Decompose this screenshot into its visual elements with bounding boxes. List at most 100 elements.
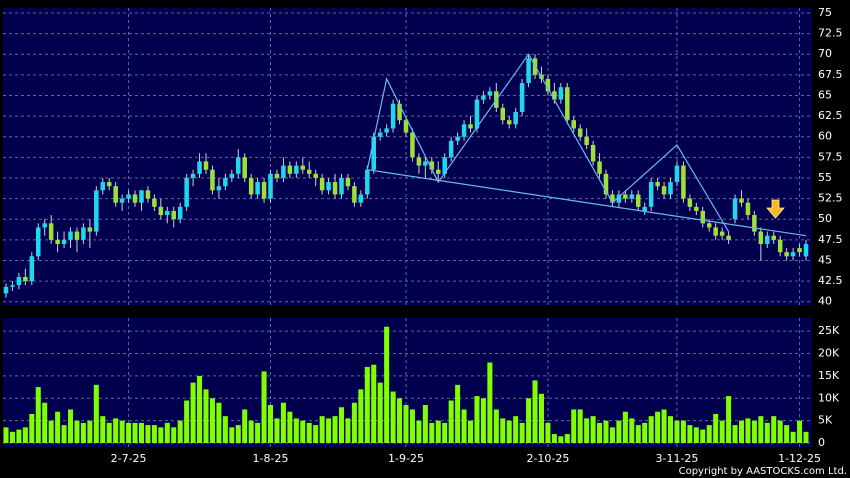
volume-bar <box>222 416 228 443</box>
candle-body <box>745 202 751 216</box>
signal-arrow <box>766 199 785 219</box>
candle-body <box>48 223 54 240</box>
volume-bar <box>745 418 751 443</box>
volume-bar <box>609 427 615 443</box>
candle-body <box>190 173 196 178</box>
volume-bar <box>80 422 86 443</box>
volume-bar <box>687 425 693 443</box>
candle-body <box>74 231 80 240</box>
candle-body <box>365 169 370 195</box>
volume-bar <box>255 422 261 443</box>
volume-bar <box>751 420 757 443</box>
candle-body <box>526 58 531 84</box>
volume-bar <box>526 398 532 443</box>
volume-bar <box>119 420 125 443</box>
volume-bar <box>100 416 106 443</box>
volume-bar <box>313 425 319 443</box>
volume-bar <box>261 371 267 443</box>
volume-bar <box>597 422 603 443</box>
volume-bar <box>371 364 377 443</box>
candle-body <box>758 231 764 244</box>
volume-bar <box>648 416 654 443</box>
candle-body <box>700 210 706 224</box>
candle-body <box>797 248 802 253</box>
candle-body <box>113 186 118 203</box>
volume-bar <box>538 393 544 443</box>
volume-bar <box>629 418 635 443</box>
volume-bar <box>655 411 661 443</box>
candle-body <box>765 235 770 244</box>
candle-body <box>803 243 809 257</box>
volume-bar <box>719 420 725 443</box>
y-tick-label: 15K <box>818 369 840 382</box>
y-tick-label: 65 <box>818 88 832 101</box>
candle-body <box>36 227 41 257</box>
candle-body <box>790 252 796 257</box>
candle-body <box>784 252 789 257</box>
candle-body <box>126 194 131 199</box>
volume-bar <box>700 429 706 443</box>
candle-body <box>487 91 493 96</box>
volume-bar <box>519 422 525 443</box>
candle-body <box>132 194 138 203</box>
candle-body <box>590 144 596 162</box>
candle-body <box>610 194 615 203</box>
volume-bar <box>3 427 9 443</box>
candle-body <box>358 194 364 203</box>
volume-bar <box>668 416 674 443</box>
volume-bar <box>35 387 41 443</box>
volume-bar <box>177 420 183 443</box>
volume-bar <box>158 427 164 443</box>
candle-body <box>442 157 447 174</box>
volume-bar <box>442 422 448 443</box>
candle-body <box>719 231 725 236</box>
candle-body <box>739 198 744 203</box>
volume-bar <box>293 418 299 443</box>
candle-body <box>642 206 647 211</box>
volume-bar <box>713 413 719 443</box>
candle-body <box>455 136 460 141</box>
volume-bar <box>351 402 357 443</box>
volume-bar <box>771 416 777 443</box>
y-tick-label: 50 <box>818 212 832 225</box>
candle-body <box>23 276 28 282</box>
volume-bar <box>242 409 248 443</box>
candle-body <box>384 128 389 133</box>
y-tick-label: 25K <box>818 324 840 337</box>
candle-body <box>636 194 641 207</box>
y-tick-label: 42.5 <box>818 274 843 287</box>
volume-bar <box>93 384 99 443</box>
volume-bar <box>693 427 699 443</box>
candle-body <box>139 190 144 203</box>
candle-body <box>416 157 422 166</box>
candle-body <box>403 120 409 133</box>
candle-body <box>300 165 306 170</box>
volume-bar <box>706 425 712 443</box>
volume-bar <box>216 402 222 443</box>
volume-bar <box>184 400 190 443</box>
volume-bar <box>493 409 499 443</box>
y-tick-label: 0 <box>818 436 825 449</box>
y-tick-label: 70 <box>818 47 832 60</box>
candle-body <box>42 223 47 228</box>
candle-body <box>513 111 518 125</box>
candle-body <box>100 182 106 191</box>
volume-bar <box>319 416 325 443</box>
candle-body <box>236 157 241 174</box>
volume-bar <box>197 375 203 443</box>
candle-body <box>706 223 712 228</box>
volume-bar <box>435 420 441 443</box>
candle-body <box>655 182 660 187</box>
candle-body <box>268 173 273 199</box>
volume-bar <box>764 422 770 443</box>
candle-body <box>577 128 583 137</box>
y-tick-label: 20K <box>818 347 840 360</box>
volume-bar <box>106 422 112 443</box>
volume-bar <box>42 402 48 443</box>
candle-body <box>519 83 525 112</box>
volume-bar <box>390 391 396 443</box>
candle-body <box>410 132 415 158</box>
y-tick-label: 72.5 <box>818 27 843 40</box>
candle-body <box>261 182 267 199</box>
volume-bar <box>422 404 428 443</box>
